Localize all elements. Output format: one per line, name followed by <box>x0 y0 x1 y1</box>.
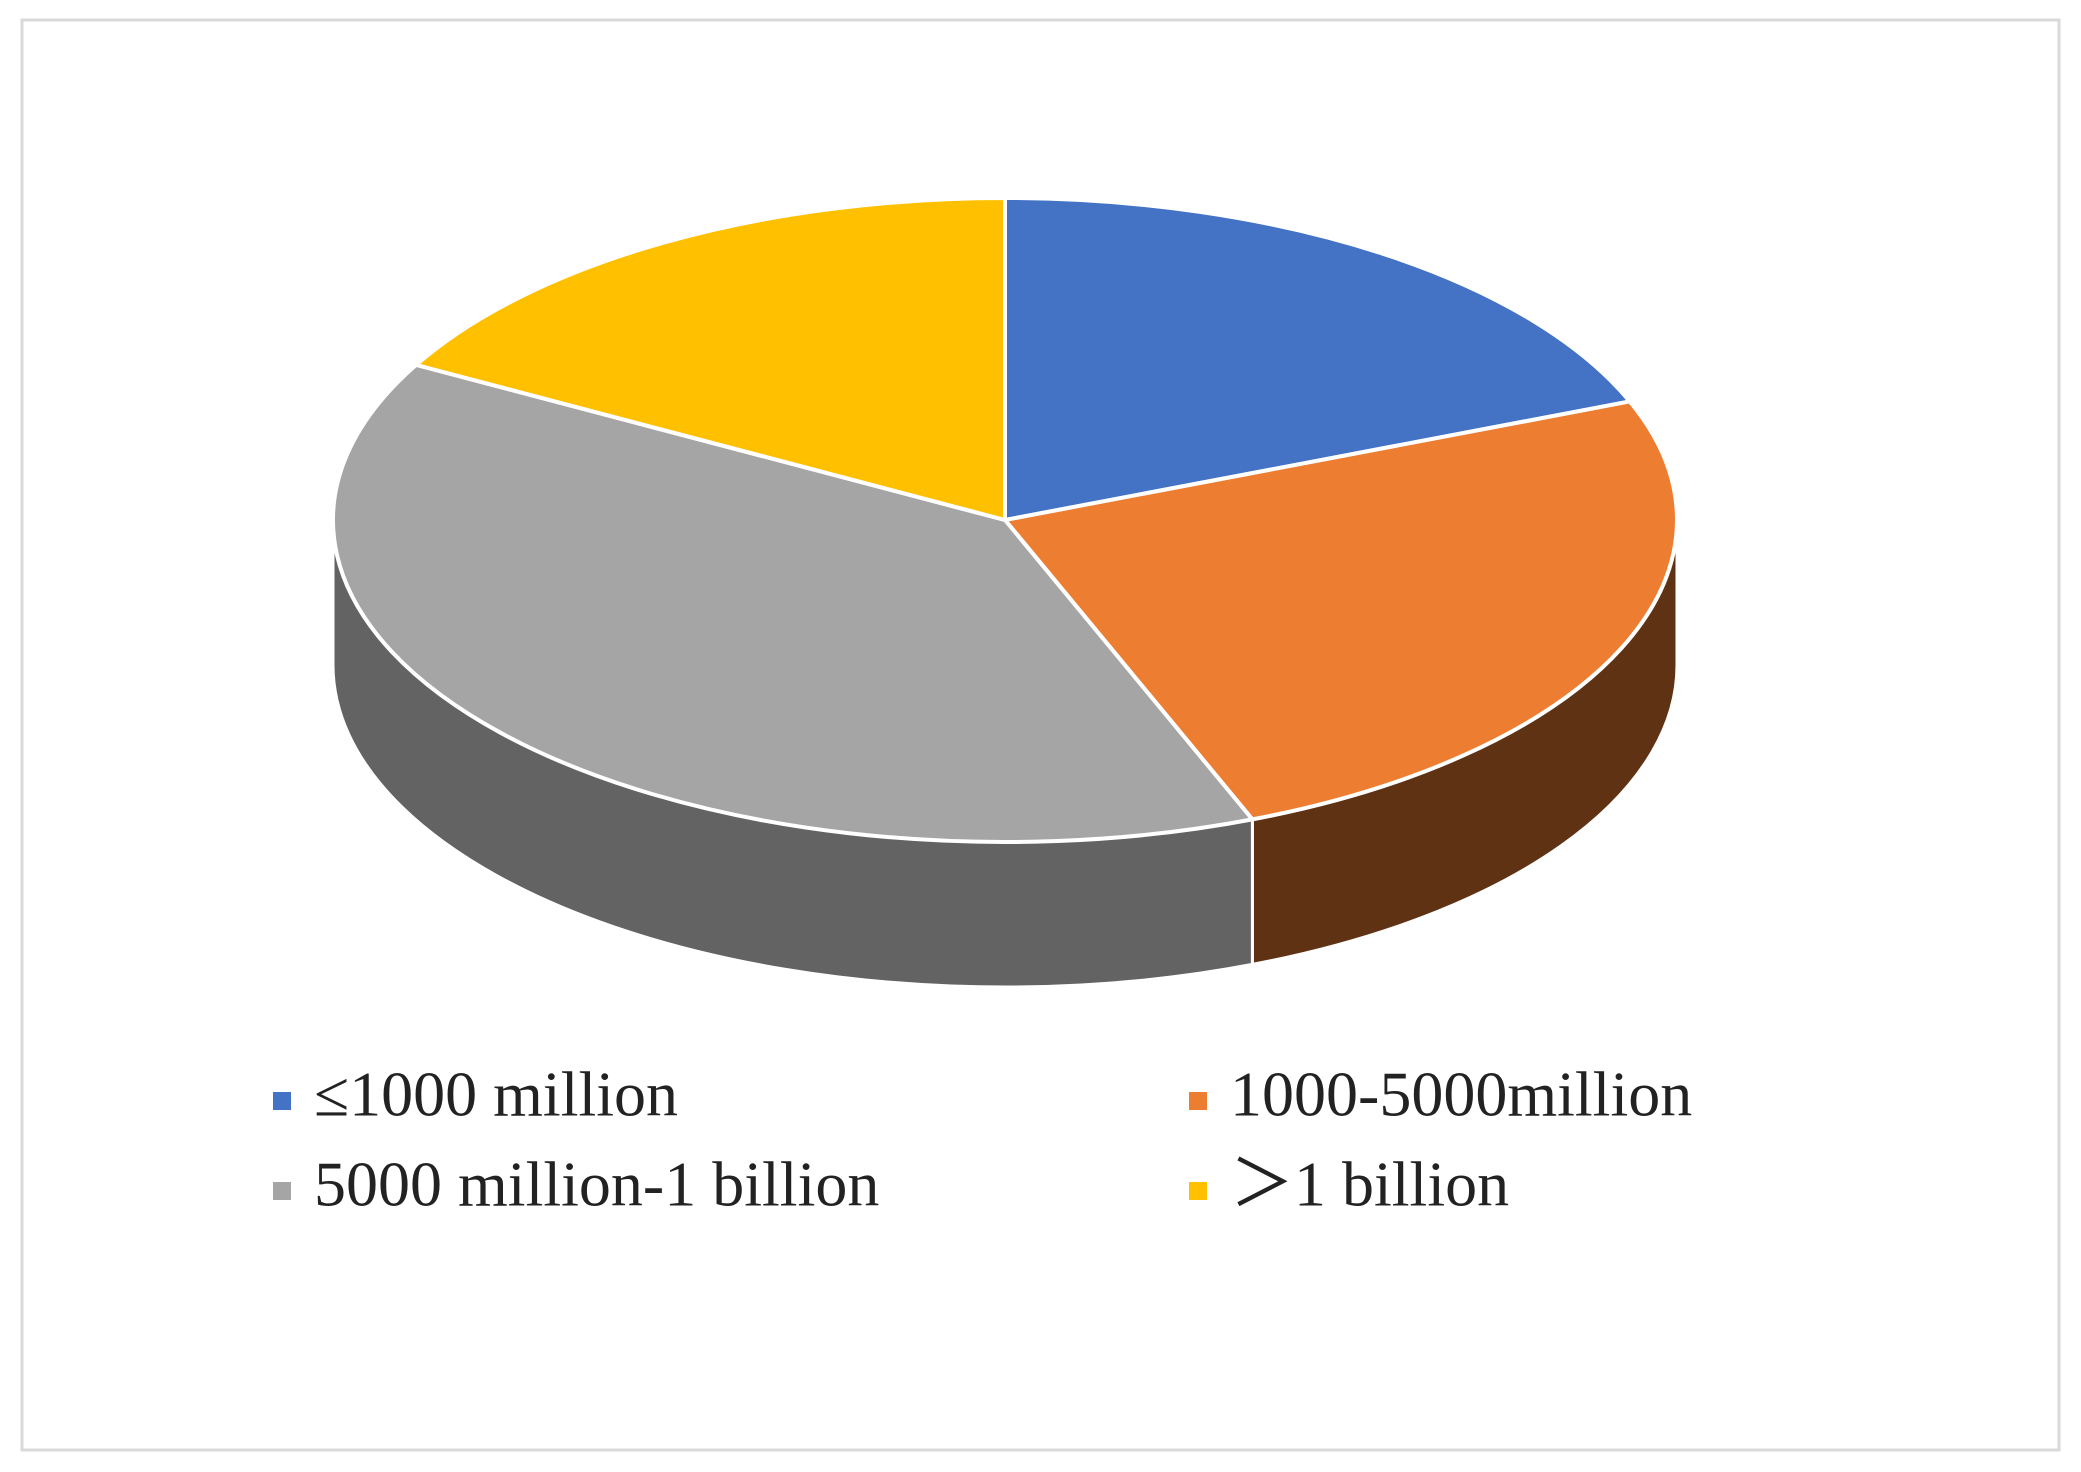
legend-label: ≤1000 million <box>314 1059 678 1130</box>
legend-marker <box>1189 1092 1207 1110</box>
slice <box>1003 399 1679 822</box>
slice <box>1003 196 1632 522</box>
legend-label: 5000 million-1 billion <box>314 1149 879 1220</box>
legend-label: 1000-5000million <box>1230 1059 1692 1130</box>
legend-label: ＞1 billion <box>1230 1149 1509 1220</box>
slice <box>331 362 1255 844</box>
legend-marker <box>1189 1182 1207 1200</box>
legend-marker <box>273 1092 291 1110</box>
legend-marker <box>273 1182 291 1200</box>
slice <box>414 196 1007 522</box>
